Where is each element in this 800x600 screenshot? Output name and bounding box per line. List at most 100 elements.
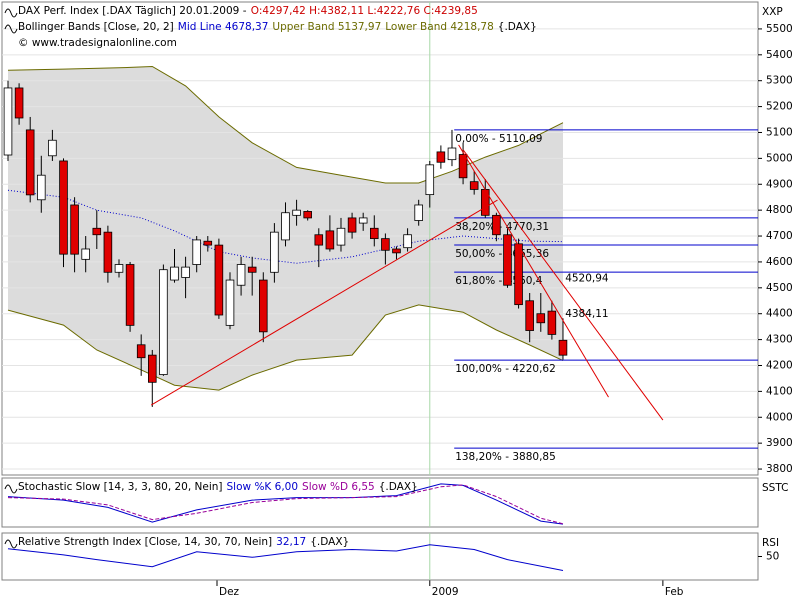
candle-body xyxy=(270,231,279,273)
y-tick-label: 4500 xyxy=(766,282,793,294)
y-tick-label: 3900 xyxy=(766,437,793,449)
price-label: 4520,94 xyxy=(565,272,609,284)
y-tick-label: 4200 xyxy=(766,359,793,371)
candle-body xyxy=(136,344,146,359)
header-part: Bollinger Bands [Close, 20, 2] xyxy=(18,21,174,33)
candle-body xyxy=(125,264,135,326)
x-tick-label: 2009 xyxy=(432,586,459,598)
indicator-line xyxy=(7,544,564,571)
candle-body xyxy=(414,204,423,221)
x-tick-label: Dez xyxy=(219,586,240,598)
candle-body xyxy=(48,139,57,157)
header-part: {.DAX} xyxy=(379,481,418,493)
header-part: {.DAX} xyxy=(498,21,537,33)
candle-body xyxy=(458,154,468,179)
candle-body xyxy=(3,87,13,156)
axis-label: RSI xyxy=(762,537,779,549)
candle-body xyxy=(292,209,301,216)
candle-body xyxy=(336,227,346,246)
candle-body xyxy=(247,266,257,273)
candle-body xyxy=(480,189,490,216)
x-tick-label: Feb xyxy=(665,586,684,598)
fib-label: 138,20% - 3880,85 xyxy=(455,451,556,463)
candle-body xyxy=(214,244,224,316)
candle-body xyxy=(148,354,157,383)
candle-body xyxy=(547,310,557,335)
header-part: Slow %K 6,00 xyxy=(227,481,299,493)
axis-label: SSTC xyxy=(762,482,788,494)
header-part: 32,17 xyxy=(276,536,306,548)
header-part: Lower Band 4218,78 xyxy=(385,21,494,33)
axis-label: XXP xyxy=(762,6,783,18)
candle-body xyxy=(14,87,24,119)
y-tick-label: 4700 xyxy=(766,230,793,242)
y-tick-label: 4800 xyxy=(766,204,793,216)
candle-body xyxy=(447,147,457,161)
header-part: © www.tradesignalonline.com xyxy=(18,37,177,49)
candle-body xyxy=(37,174,46,201)
trend-line xyxy=(150,199,498,406)
header-part: O:4297,42 H:4382,11 L:4222,76 C:4239,85 xyxy=(251,5,478,17)
fib-label: 38,20% - 4770,31 xyxy=(455,221,549,233)
candle-body xyxy=(558,339,568,356)
candle-body xyxy=(181,266,190,278)
panel-frame xyxy=(1,477,759,528)
candle-body xyxy=(514,243,523,306)
candle-body xyxy=(170,266,179,281)
candle-body xyxy=(392,248,401,254)
header-part: Slow %D 6,55 xyxy=(302,481,375,493)
candle-body xyxy=(259,279,268,333)
header-text: Stochastic Slow [14, 3, 3, 80, 20, Nein]… xyxy=(18,481,418,493)
y-tick-label: 5200 xyxy=(766,101,793,113)
candle-body xyxy=(436,151,446,163)
y-tick-label: 4100 xyxy=(766,385,793,397)
fib-label: 100,00% - 4220,62 xyxy=(455,363,556,375)
candle-body xyxy=(236,264,246,286)
header-part: Upper Band 5137,97 xyxy=(272,21,381,33)
candle-body xyxy=(225,279,235,326)
candle-body xyxy=(303,211,312,219)
candle-body xyxy=(503,234,512,286)
header-part: Stochastic Slow [14, 3, 3, 80, 20, Nein] xyxy=(18,481,223,493)
candle-body xyxy=(25,129,35,196)
header-part: Relative Strength Index [Close, 14, 30, … xyxy=(18,536,272,548)
header-part: DAX Perf. Index [.DAX Täglich] 20.01.200… xyxy=(18,5,247,17)
candle-body xyxy=(192,239,201,265)
price-label: 4384,11 xyxy=(565,308,608,320)
y-tick-label: 5300 xyxy=(766,75,793,87)
y-tick-label: 50 xyxy=(766,551,779,563)
y-tick-label: 4400 xyxy=(766,308,793,320)
header-text: DAX Perf. Index [.DAX Täglich] 20.01.200… xyxy=(18,5,478,17)
fib-label: 0,00% - 5110,09 xyxy=(455,133,542,145)
y-tick-label: 5000 xyxy=(766,152,793,164)
candle-body xyxy=(114,264,124,273)
y-tick-label: 4000 xyxy=(766,411,793,423)
candle-body xyxy=(59,160,68,255)
indicator-line xyxy=(7,484,564,525)
indicator-icon xyxy=(4,24,18,34)
header-part: {.DAX} xyxy=(310,536,349,548)
header-text: © www.tradesignalonline.com xyxy=(18,37,177,49)
y-tick-label: 4600 xyxy=(766,256,793,268)
y-tick-label: 4300 xyxy=(766,334,793,346)
candle-body xyxy=(403,234,412,249)
candle-body xyxy=(369,227,379,240)
y-tick-label: 3800 xyxy=(766,463,793,475)
fib-label: 61,80% - 4560,4 xyxy=(455,275,543,287)
band-line xyxy=(7,189,564,264)
candle-body xyxy=(159,269,168,375)
candle-body xyxy=(325,230,335,250)
band-line xyxy=(7,65,564,184)
candle-body xyxy=(492,214,501,236)
y-tick-label: 5500 xyxy=(766,23,793,35)
candle-body xyxy=(525,300,534,331)
candle-body xyxy=(81,248,90,260)
candle-body xyxy=(103,231,113,273)
candle-body xyxy=(469,181,479,190)
candle-body xyxy=(358,217,368,224)
y-tick-label: 5100 xyxy=(766,126,793,138)
candle-body xyxy=(281,212,290,241)
header-text: Bollinger Bands [Close, 20, 2] Mid Line 4… xyxy=(18,21,537,33)
header-text: Relative Strength Index [Close, 14, 30, … xyxy=(18,536,349,548)
